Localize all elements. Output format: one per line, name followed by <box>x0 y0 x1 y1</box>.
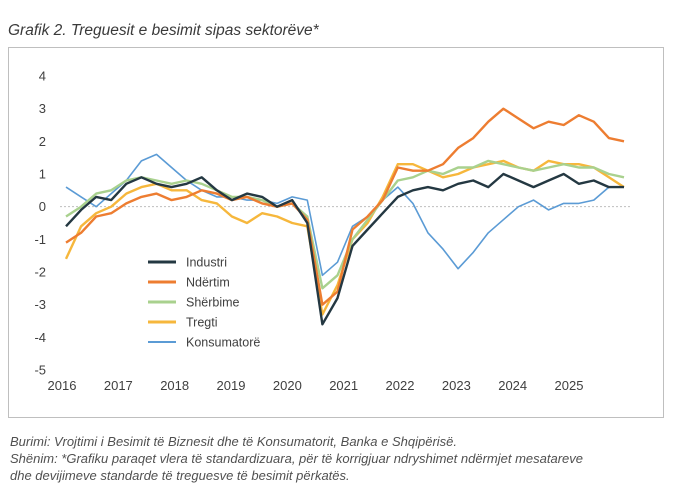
explanation-note-line-1: Shënim: *Grafiku paraqet vlera të standa… <box>10 451 583 466</box>
x-tick-label: 2025 <box>555 378 584 393</box>
explanation-note-line-2: dhe devijimeve standarde të treguesve të… <box>10 468 350 483</box>
x-tick-label: 2021 <box>329 378 358 393</box>
series-line-2 <box>65 107 625 306</box>
x-tick-label: 2019 <box>217 378 246 393</box>
y-tick-label: 3 <box>39 101 46 116</box>
y-tick-label: -4 <box>34 330 46 345</box>
y-tick-label: -3 <box>34 297 46 312</box>
legend-label: Ndërtim <box>186 276 230 290</box>
x-tick-label: 2018 <box>160 378 189 393</box>
legend-label: Tregti <box>186 316 218 330</box>
x-tick-label: 2023 <box>442 378 471 393</box>
legend-label: Konsumatorë <box>186 336 260 350</box>
y-tick-label: -5 <box>34 363 46 378</box>
source-note: Burimi: Vrojtimi i Besimit të Biznesit d… <box>10 434 458 449</box>
y-tick-label: 4 <box>39 69 46 84</box>
y-tick-label: -1 <box>34 232 46 247</box>
y-axis: 4 3 2 1 0 -1 -2 -3 -4 -5 <box>34 69 46 378</box>
series-line-1 <box>65 172 624 326</box>
x-tick-label: 2022 <box>386 378 415 393</box>
y-tick-label: -2 <box>34 265 46 280</box>
legend-label: Shërbime <box>186 296 240 310</box>
chart-frame <box>8 47 664 418</box>
y-tick-label: 0 <box>39 199 46 214</box>
legend-label: Industri <box>186 256 227 270</box>
x-tick-label: 2016 <box>48 378 77 393</box>
series-group <box>64 107 625 326</box>
x-tick-label: 2017 <box>104 378 133 393</box>
x-axis: 2016 2017 2018 2019 2020 2021 2022 2023 2024 2025 <box>48 378 584 393</box>
y-tick-label: 1 <box>39 167 46 182</box>
series-line-5 <box>65 153 624 277</box>
legend: Industri Ndërtim Shërbime Tregti Konsumatorë <box>148 256 260 350</box>
chart-title: Grafik 2. Treguesit e besimit sipas sekt… <box>8 22 319 39</box>
x-tick-label: 2024 <box>498 378 527 393</box>
x-tick-label: 2020 <box>273 378 302 393</box>
chart-notes: Burimi: Vrojtimi i Besimit të Biznesit d… <box>10 433 686 484</box>
y-tick-label: 2 <box>39 134 46 149</box>
